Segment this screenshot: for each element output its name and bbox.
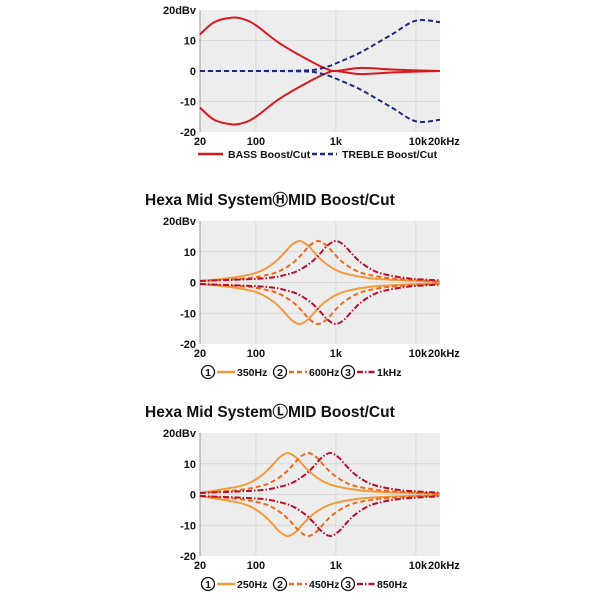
y-tick-label: -20 <box>180 339 196 351</box>
series-line-treble-boost-cut-cut <box>200 69 441 123</box>
legend-number-badge <box>200 364 216 380</box>
x-tick-label: 10k <box>409 560 428 572</box>
series-line-600hz-cut <box>199 282 441 326</box>
x-tick-label: 1k <box>330 136 343 148</box>
legend-number-badge <box>272 576 288 592</box>
x-tick-label: 20 <box>194 348 206 360</box>
legend-label: 850Hz <box>377 579 407 591</box>
series-line-1khz-cut <box>199 283 441 326</box>
legend: 1 350Hz 2 600Hz 3 1kHz <box>200 364 402 380</box>
chart-title: Hexa Mid SystemⓁMID Boost/Cut <box>145 402 395 421</box>
y-tick-label: 10 <box>184 247 196 259</box>
x-tick-label: 1k <box>330 560 343 572</box>
x-tick-label: 10k <box>409 136 428 148</box>
x-tick-label: 10k <box>409 348 428 360</box>
legend: 1 250Hz 2 450Hz 3 850Hz <box>200 576 407 592</box>
x-tick-label: 20 <box>194 136 206 148</box>
legend-label: BASS Boost/Cut <box>228 149 311 161</box>
x-tick-label: 1k <box>330 348 343 360</box>
y-tick-label: 20dBv <box>163 216 197 228</box>
legend-number: 2 <box>277 579 283 591</box>
y-tick-label: 0 <box>190 490 196 502</box>
series-line-350hz-cut <box>199 282 441 326</box>
legend-number: 3 <box>345 367 351 379</box>
chart-title: Hexa Mid SystemⒽMID Boost/Cut <box>145 190 395 209</box>
y-tick-label: 20dBv <box>163 5 197 17</box>
series-line-250hz-boost <box>199 451 441 495</box>
x-tick-label: 100 <box>247 560 265 572</box>
y-tick-label: 0 <box>190 66 196 78</box>
series-line-250hz-cut <box>199 494 441 538</box>
series-line-bass-boost-cut-boost <box>199 16 441 73</box>
legend-number-badge <box>200 576 216 592</box>
y-tick-label: 10 <box>184 459 196 471</box>
legend: BASS Boost/Cut TREBLE Boost/Cut <box>198 149 438 161</box>
y-tick-label: -10 <box>180 520 196 532</box>
legend-label: 250Hz <box>237 579 267 591</box>
x-tick-label: 100 <box>247 348 265 360</box>
chart-3: Hexa Mid SystemⓁMID Boost/Cut20dBv100-10… <box>145 402 460 592</box>
series-line-bass-boost-cut-cut <box>199 69 441 126</box>
y-tick-label: -20 <box>180 551 196 563</box>
y-tick-label: -10 <box>180 308 196 320</box>
legend-number: 2 <box>277 367 283 379</box>
chart-2: Hexa Mid SystemⒽMID Boost/Cut20dBv100-10… <box>145 190 460 380</box>
legend-number: 1 <box>205 579 211 591</box>
legend-number: 3 <box>345 579 351 591</box>
y-tick-label: -20 <box>180 127 196 139</box>
x-tick-label: 20kHz <box>428 136 460 148</box>
y-tick-label: -10 <box>180 97 196 109</box>
legend-label: 600Hz <box>309 367 339 379</box>
legend-label: 1kHz <box>377 367 402 379</box>
series-line-850hz-cut <box>199 495 441 538</box>
legend-number-badge <box>340 576 356 592</box>
legend-label: TREBLE Boost/Cut <box>342 149 438 161</box>
legend-number-badge <box>340 364 356 380</box>
y-tick-label: 20dBv <box>163 428 197 440</box>
legend-number-badge <box>272 364 288 380</box>
legend-number: 1 <box>205 367 211 379</box>
y-tick-label: 0 <box>190 278 196 290</box>
series-line-350hz-boost <box>199 239 441 283</box>
x-tick-label: 20kHz <box>428 560 460 572</box>
series-line-1khz-boost <box>199 239 441 282</box>
x-tick-label: 20 <box>194 560 206 572</box>
series-line-450hz-boost <box>199 451 441 495</box>
series-line-850hz-boost <box>199 451 441 494</box>
series-line-450hz-cut <box>199 494 441 538</box>
series-line-600hz-boost <box>199 239 441 283</box>
y-tick-label: 10 <box>184 36 196 48</box>
x-tick-label: 20kHz <box>428 348 460 360</box>
legend-label: 350Hz <box>237 367 267 379</box>
legend-label: 450Hz <box>309 579 339 591</box>
series-line-treble-boost-cut-boost <box>200 19 441 73</box>
x-tick-label: 100 <box>247 136 265 148</box>
